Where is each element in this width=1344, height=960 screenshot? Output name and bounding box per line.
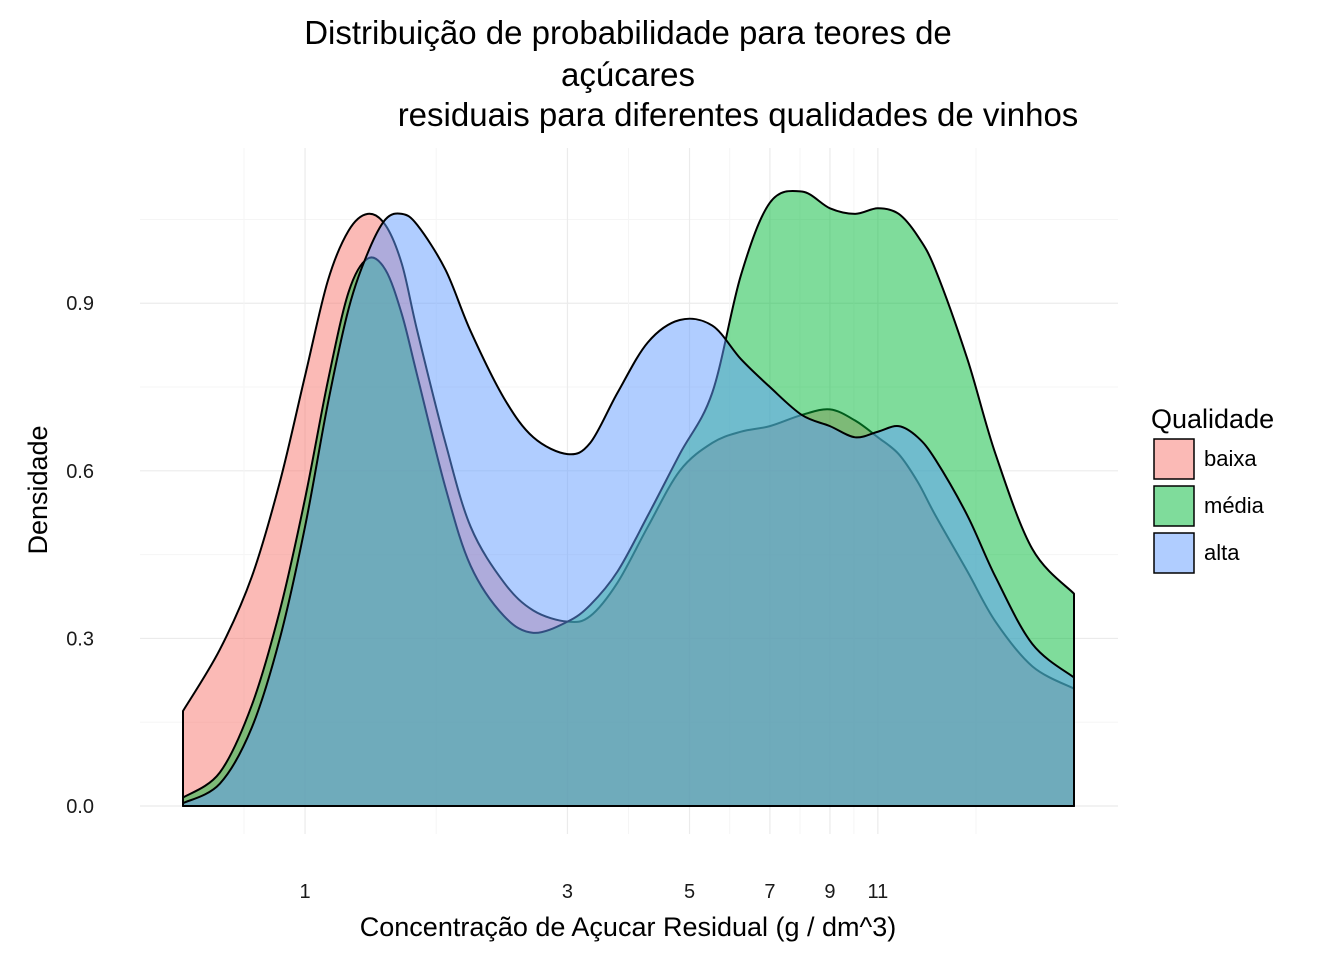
chart-title: Distribuição de probabilidade para teore… — [304, 14, 1078, 133]
y-axis-title: Densidade — [23, 425, 53, 554]
density-areas — [182, 189, 1075, 807]
legend-label-0: baixa — [1204, 446, 1257, 471]
chart-title-line-1: Distribuição de probabilidade para teore… — [304, 14, 952, 51]
chart-title-line-3: residuais para diferentes qualidades de … — [398, 96, 1079, 133]
y-tick-label: 0.6 — [66, 461, 94, 483]
legend-label-2: alta — [1204, 540, 1240, 565]
legend-swatch-2 — [1153, 532, 1195, 574]
legend-swatch-1 — [1153, 485, 1195, 527]
x-axis-ticks: 1 3 5 7 9 11 — [299, 881, 888, 903]
density-area-2 — [182, 212, 1075, 807]
x-tick-label: 3 — [562, 881, 573, 903]
x-tick-label: 9 — [824, 881, 835, 903]
y-tick-label: 0.9 — [66, 293, 94, 315]
x-tick-label: 5 — [684, 881, 695, 903]
x-axis-title: Concentração de Açucar Residual (g / dm^… — [360, 912, 896, 942]
x-tick-label: 11 — [867, 881, 888, 903]
y-tick-label: 0.0 — [66, 796, 94, 818]
legend-title: Qualidade — [1151, 404, 1274, 434]
legend: Qualidade baixa média alta — [1151, 404, 1274, 574]
x-tick-label: 1 — [299, 881, 310, 903]
legend-swatch-0 — [1153, 438, 1195, 480]
y-tick-label: 0.3 — [66, 628, 94, 650]
x-tick-label: 7 — [764, 881, 775, 903]
legend-label-1: média — [1204, 493, 1265, 518]
y-axis-ticks: 0.0 0.3 0.6 0.9 — [66, 293, 94, 818]
legend-items: baixa média alta — [1153, 438, 1265, 574]
chart-title-line-2: açúcares — [561, 56, 695, 93]
